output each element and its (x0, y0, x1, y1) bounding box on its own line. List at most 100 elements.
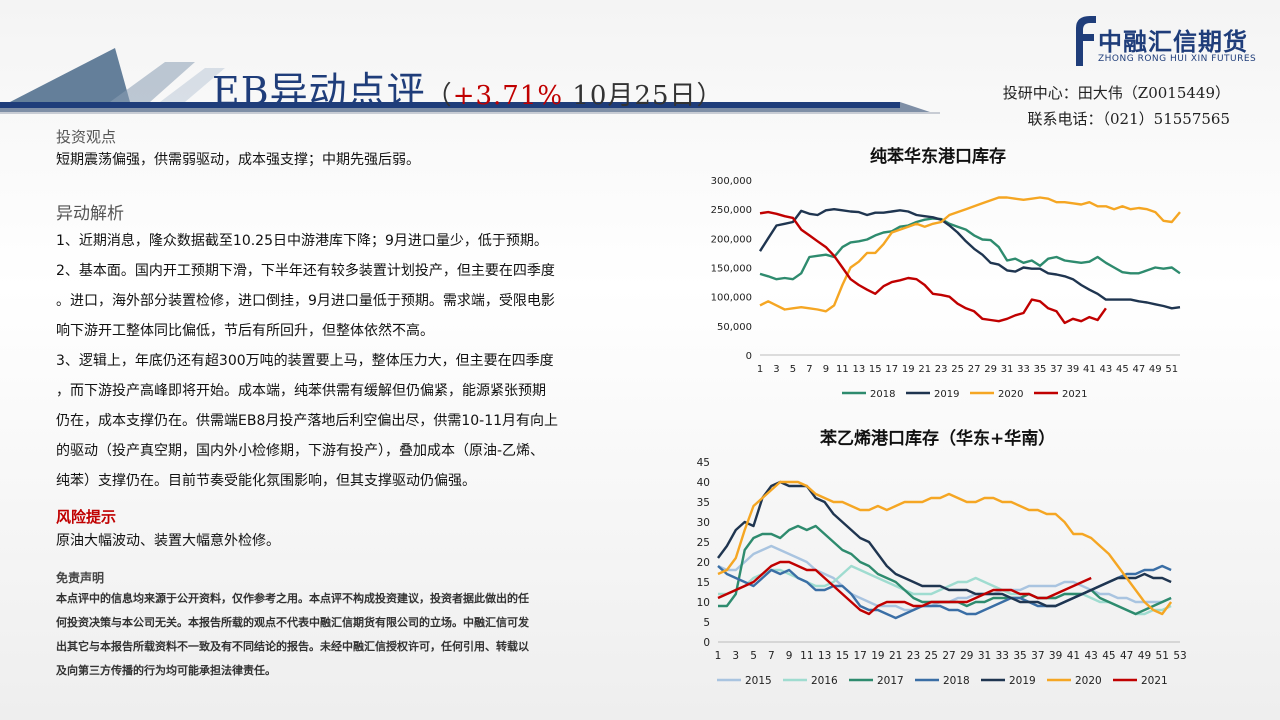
x-tick-label: 51 (1165, 364, 1178, 375)
disclaimer-body: 本点评中的信息均来源于公开资料，仅作参考之用。本点评不构成投资建议，投资者据此做… (56, 588, 636, 682)
x-tick-label: 17 (853, 650, 866, 662)
analysis-line: 。进口，海外部分装置检修，进口倒挂，9月进口量低于预期。需求端，受限电影 (56, 293, 555, 309)
risk-title: 风险提示 (56, 508, 117, 526)
x-tick-label: 37 (1031, 650, 1044, 662)
analysis-line: 纯苯）支撑仍在。目前节奏受能化氛围影响，但其支撑驱动仍偏强。 (56, 473, 476, 489)
page-title: EB异动点评（+3.71% 10月25日） (212, 60, 724, 115)
x-tick-label: 27 (968, 364, 981, 375)
analysis-line: 1、近期消息，隆众数据截至10.25日中游港库下降；9月进口量少，低于预期。 (56, 233, 548, 249)
legend-label: 2018 (943, 675, 970, 687)
y-tick-label: 10 (697, 597, 710, 609)
legend-label: 2016 (811, 675, 838, 687)
x-tick-label: 5 (750, 650, 757, 662)
legend-label: 2021 (1062, 389, 1087, 400)
legend-label: 2020 (998, 389, 1023, 400)
disclaimer-line: 及向第三方传播的行为均可能承担法律责任。 (56, 664, 276, 677)
analysis-line: 3、逻辑上，年底仍还有超300万吨的装置要上马，整体压力大，但主要在四季度 (56, 353, 554, 369)
chart-benzene-inventory: 0 50,000 100,000 150,000 200,000 250,000 300,0… (711, 176, 1181, 400)
x-tick-label: 37 (1050, 364, 1063, 375)
x-tick-label: 11 (836, 364, 849, 375)
series-line-2019 (717, 480, 1172, 608)
legend-label: 2018 (870, 389, 895, 400)
y-tick-label: 0 (746, 351, 752, 362)
legend-label: 2019 (1009, 675, 1036, 687)
y-tick-label: 300,000 (711, 176, 752, 187)
analysis-title: 异动解析 (56, 204, 124, 224)
x-tick-label: 9 (786, 650, 793, 662)
view-text: 短期震荡偏强，供需弱驱动，成本强支撑；中期先强后弱。 (56, 152, 420, 168)
risk-text: 原油大幅波动、装置大幅意外检修。 (56, 533, 280, 549)
y-tick-label: 5 (703, 617, 710, 629)
y-tick-label: 15 (697, 577, 710, 589)
series-line-2017 (718, 524, 1172, 616)
company-logo-icon (1076, 16, 1096, 66)
y-tick-label: 150,000 (711, 264, 752, 275)
disclaimer-line: 何投资决策与本公司无关。本报告所载的观点不代表中融汇信期货有限公司的立场。中融汇… (56, 616, 529, 629)
y-tick-label: 40 (697, 477, 710, 489)
y-tick-label: 250,000 (711, 205, 752, 216)
series-line-2021 (717, 560, 1092, 616)
title-change-percent: +3.71% (452, 81, 564, 111)
series-line-2019 (758, 208, 1181, 310)
disclaimer-line: 本点评中的信息均来源于公开资料，仅作参考之用。本点评不构成投资建议，投资者据此做… (56, 592, 529, 605)
chart1-title: 纯苯华东港口库存 (870, 147, 1006, 167)
x-tick-label: 17 (885, 364, 898, 375)
disclaimer-title: 免责声明 (56, 571, 105, 585)
header-band (0, 48, 940, 114)
x-tick-label: 35 (1034, 364, 1047, 375)
title-date: 10月25日） (563, 81, 724, 111)
series-line-2018 (759, 217, 1181, 281)
y-tick-label: 0 (703, 637, 710, 649)
analysis-line: ，而下游投产高峰即将开始。成本端，纯苯供需有缓解但仍偏紧，能源紧张预期 (56, 383, 546, 399)
analysis-line: 仍在，成本支撑仍在。供需端EB8月投产落地后利空偏出尽，供需10-11月有向上 (56, 413, 559, 429)
researcher-info: 投研中心：田大伟（Z0015449） (1002, 84, 1230, 102)
x-tick-label: 21 (918, 364, 931, 375)
x-tick-label: 51 (1156, 650, 1169, 662)
x-tick-label: 49 (1149, 364, 1162, 375)
x-tick-label: 15 (836, 650, 849, 662)
commentary-panel: 投资观点 短期震荡偏强，供需弱驱动，成本强支撑；中期先强后弱。 异动解析 1、近… (56, 120, 636, 682)
x-tick-label: 31 (1001, 364, 1014, 375)
y-tick-label: 20 (697, 557, 710, 569)
disclaimer-line: 出其它与本报告所载资料不一致及有不同结论的报告。未经中融汇信授权许可，任何引用、… (56, 640, 529, 653)
x-tick-label: 39 (1049, 650, 1062, 662)
x-tick-label: 11 (800, 650, 813, 662)
company-name-en: ZHONG RONG HUI XIN FUTURES (1098, 54, 1257, 64)
y-tick-label: 50,000 (717, 322, 752, 333)
title-main: EB异动点评 (212, 69, 426, 113)
x-tick-label: 41 (1083, 364, 1096, 375)
x-tick-label: 41 (1067, 650, 1080, 662)
y-tick-label: 30 (697, 517, 710, 529)
x-tick-label: 33 (996, 650, 1009, 662)
x-tick-label: 23 (907, 650, 920, 662)
x-tick-label: 35 (1013, 650, 1026, 662)
x-tick-label: 25 (951, 364, 964, 375)
legend-label: 2019 (934, 389, 959, 400)
x-tick-label: 29 (960, 650, 973, 662)
analysis-body: 1、近期消息，隆众数据截至10.25日中游港库下降；9月进口量少，低于预期。 2、… (56, 226, 636, 496)
x-tick-label: 27 (942, 650, 955, 662)
analysis-line: 的驱动（投产真空期，国内外小检修期，下游有投产），叠加成本（原油-乙烯、 (56, 443, 545, 459)
y-tick-label: 35 (697, 497, 710, 509)
x-tick-label: 5 (790, 364, 796, 375)
x-tick-label: 15 (869, 364, 882, 375)
x-tick-label: 9 (823, 364, 829, 375)
x-tick-label: 45 (1116, 364, 1129, 375)
legend-label: 2021 (1141, 675, 1168, 687)
y-tick-label: 100,000 (711, 293, 752, 304)
y-tick-label: 45 (697, 457, 710, 469)
x-tick-label: 45 (1102, 650, 1115, 662)
view-title: 投资观点 (56, 128, 117, 146)
x-tick-label: 21 (889, 650, 902, 662)
analysis-line: 2、基本面。国内开工预期下滑，下半年还有较多装置计划投产，但主要在四季度 (56, 263, 555, 279)
x-tick-label: 1 (715, 650, 722, 662)
x-tick-label: 53 (1173, 650, 1186, 662)
series-line-2020 (759, 196, 1181, 313)
legend-label: 2015 (745, 675, 772, 687)
x-tick-label: 39 (1067, 364, 1080, 375)
x-tick-label: 25 (925, 650, 938, 662)
legend-label: 2017 (877, 675, 904, 687)
contact-phone: 联系电话：（021）51557565 (1027, 110, 1230, 128)
x-tick-label: 49 (1138, 650, 1151, 662)
x-tick-label: 23 (935, 364, 948, 375)
